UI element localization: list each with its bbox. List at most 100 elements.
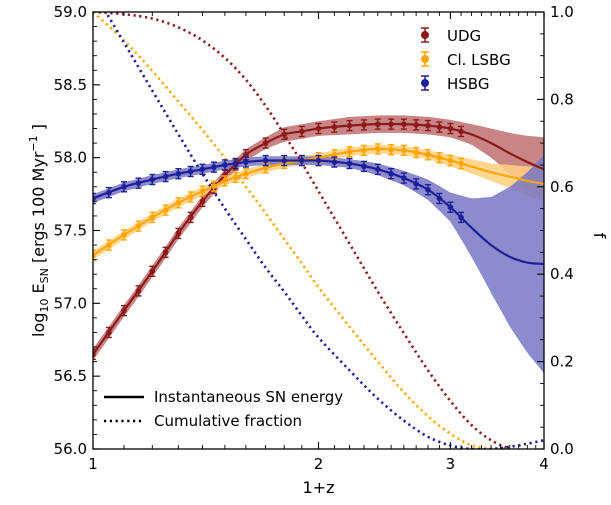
confidence-bands — [93, 115, 544, 374]
hsbg-data-point — [105, 186, 112, 199]
y-tick-label-right: 0.2 — [550, 353, 574, 371]
udg-data-point — [262, 137, 269, 149]
cl-lsbg-data-point — [210, 180, 217, 192]
x-tick-label: 1 — [88, 455, 98, 473]
cl-lsbg-data-point — [121, 229, 128, 241]
cl-lsbg-data-point — [424, 149, 431, 161]
svg-text:UDG: UDG — [447, 27, 481, 45]
hsbg-data-point — [281, 154, 288, 167]
y-tick-label-left: 59.0 — [54, 3, 87, 21]
hsbg-data-point — [121, 181, 128, 193]
udg-data-point — [360, 119, 367, 131]
hsbg-data-point — [374, 163, 381, 176]
hsbg-cumulative-fraction-line — [104, 12, 544, 449]
cl-lsbg-data-point — [436, 151, 443, 164]
cl-lsbg-cumulative-fraction-line — [93, 12, 492, 449]
cl-lsbg-data-point — [388, 143, 395, 156]
udg-data-point — [331, 121, 338, 133]
hsbg-data-point — [360, 160, 367, 173]
y-tick-label-left: 57.0 — [54, 294, 87, 312]
y-tick-label-left: 58.5 — [54, 76, 87, 94]
cl-lsbg-data-point — [221, 175, 228, 187]
hsbg-data-point — [315, 154, 322, 167]
cl-lsbg-data-point — [242, 167, 249, 180]
hsbg-data-point — [447, 201, 454, 213]
hsbg-data-point — [424, 184, 431, 196]
hsbg-data-point — [162, 170, 169, 183]
svg-text:log10 ESN [ergs 100 Myr−1 ]: log10 ESN [ergs 100 Myr−1 ] — [27, 124, 51, 337]
hsbg-data-point — [346, 157, 353, 170]
cl-lsbg-data-point — [232, 171, 239, 184]
hsbg-data-point — [135, 177, 142, 189]
cl-lsbg-data-point — [149, 211, 156, 224]
cl-lsbg-data-point — [187, 191, 194, 203]
hsbg-data-point — [175, 167, 182, 180]
hsbg-data-point — [93, 192, 96, 205]
y-tick-label-left: 56.5 — [54, 367, 87, 385]
legend: UDG Cl. LSBG HSBG Instantaneous SN energy Cu… — [104, 27, 511, 430]
hsbg-data-point — [413, 178, 420, 190]
legend-entry-hsbg: HSBG — [421, 75, 489, 93]
hsbg-data-point — [331, 156, 338, 168]
udg-data-point — [346, 119, 353, 132]
svg-text:Cumulative fraction: Cumulative fraction — [154, 412, 302, 430]
legend-entry-cl-lsbg: Cl. LSBG — [421, 51, 511, 69]
y-tick-label-left: 57.5 — [54, 222, 87, 240]
hsbg-data-point — [436, 192, 443, 205]
udg-data-point — [149, 265, 156, 277]
hsbg-data-point — [242, 156, 249, 168]
x-tick-label: 4 — [539, 455, 549, 473]
cl-lsbg-data-point — [162, 204, 169, 216]
x-tick-label: 2 — [314, 455, 324, 473]
y-tick-label-left: 58.0 — [54, 149, 87, 167]
udg-data-point — [121, 304, 128, 317]
udg-data-point — [400, 118, 407, 130]
hsbg-data-point — [232, 157, 239, 170]
data-markers — [93, 118, 465, 361]
cl-lsbg-confidence-band — [93, 144, 544, 260]
cl-lsbg-data-point — [175, 197, 182, 209]
hsbg-data-point — [400, 172, 407, 184]
udg-data-point — [458, 125, 465, 138]
x-tick-label: 3 — [446, 455, 456, 473]
udg-data-point — [298, 125, 305, 138]
hsbg-data-point — [210, 161, 217, 173]
cl-lsbg-data-point — [93, 249, 96, 261]
udg-data-point — [436, 121, 443, 133]
style-legend-entry-solid: Instantaneous SN energy — [104, 388, 343, 406]
udg-data-point — [413, 119, 420, 131]
y-axis-label-left: log10 ESN [ergs 100 Myr−1 ] — [27, 124, 51, 337]
udg-data-point — [447, 122, 454, 135]
hsbg-data-point — [221, 159, 228, 171]
svg-text:HSBG: HSBG — [447, 75, 489, 93]
udg-data-point — [187, 211, 194, 224]
y-axis-label-right: f — [590, 233, 609, 239]
cl-lsbg-data-point — [413, 146, 420, 159]
udg-data-point — [315, 122, 322, 135]
cl-lsbg-data-point — [105, 239, 112, 251]
udg-data-point — [424, 119, 431, 132]
hsbg-data-point — [388, 167, 395, 180]
cl-lsbg-data-point — [458, 157, 465, 170]
cl-lsbg-data-point — [199, 185, 206, 197]
udg-data-point — [93, 348, 96, 361]
y-tick-label-right: 0.4 — [550, 265, 574, 283]
y-tick-label-right: 0.8 — [550, 90, 574, 108]
legend-entry-udg: UDG — [421, 27, 481, 45]
y-tick-label-right: 0.6 — [550, 178, 574, 196]
x-axis-label: 1+z — [303, 478, 335, 497]
udg-data-point — [388, 118, 395, 130]
hsbg-data-point — [187, 165, 194, 178]
hsbg-data-point — [262, 154, 269, 167]
cl-lsbg-data-point — [374, 143, 381, 155]
cl-lsbg-data-point — [135, 220, 142, 232]
hsbg-data-point — [458, 211, 465, 224]
svg-text:Instantaneous SN energy: Instantaneous SN energy — [154, 388, 343, 406]
udg-data-point — [374, 118, 381, 130]
cl-lsbg-data-point — [447, 154, 454, 167]
udg-data-point — [105, 326, 112, 339]
axes: 1 2 3 4 56.0 56.5 57.0 57.5 58.0 58.5 59.0 0.0 0.2 0.… — [27, 3, 609, 497]
hsbg-data-point — [149, 173, 156, 186]
